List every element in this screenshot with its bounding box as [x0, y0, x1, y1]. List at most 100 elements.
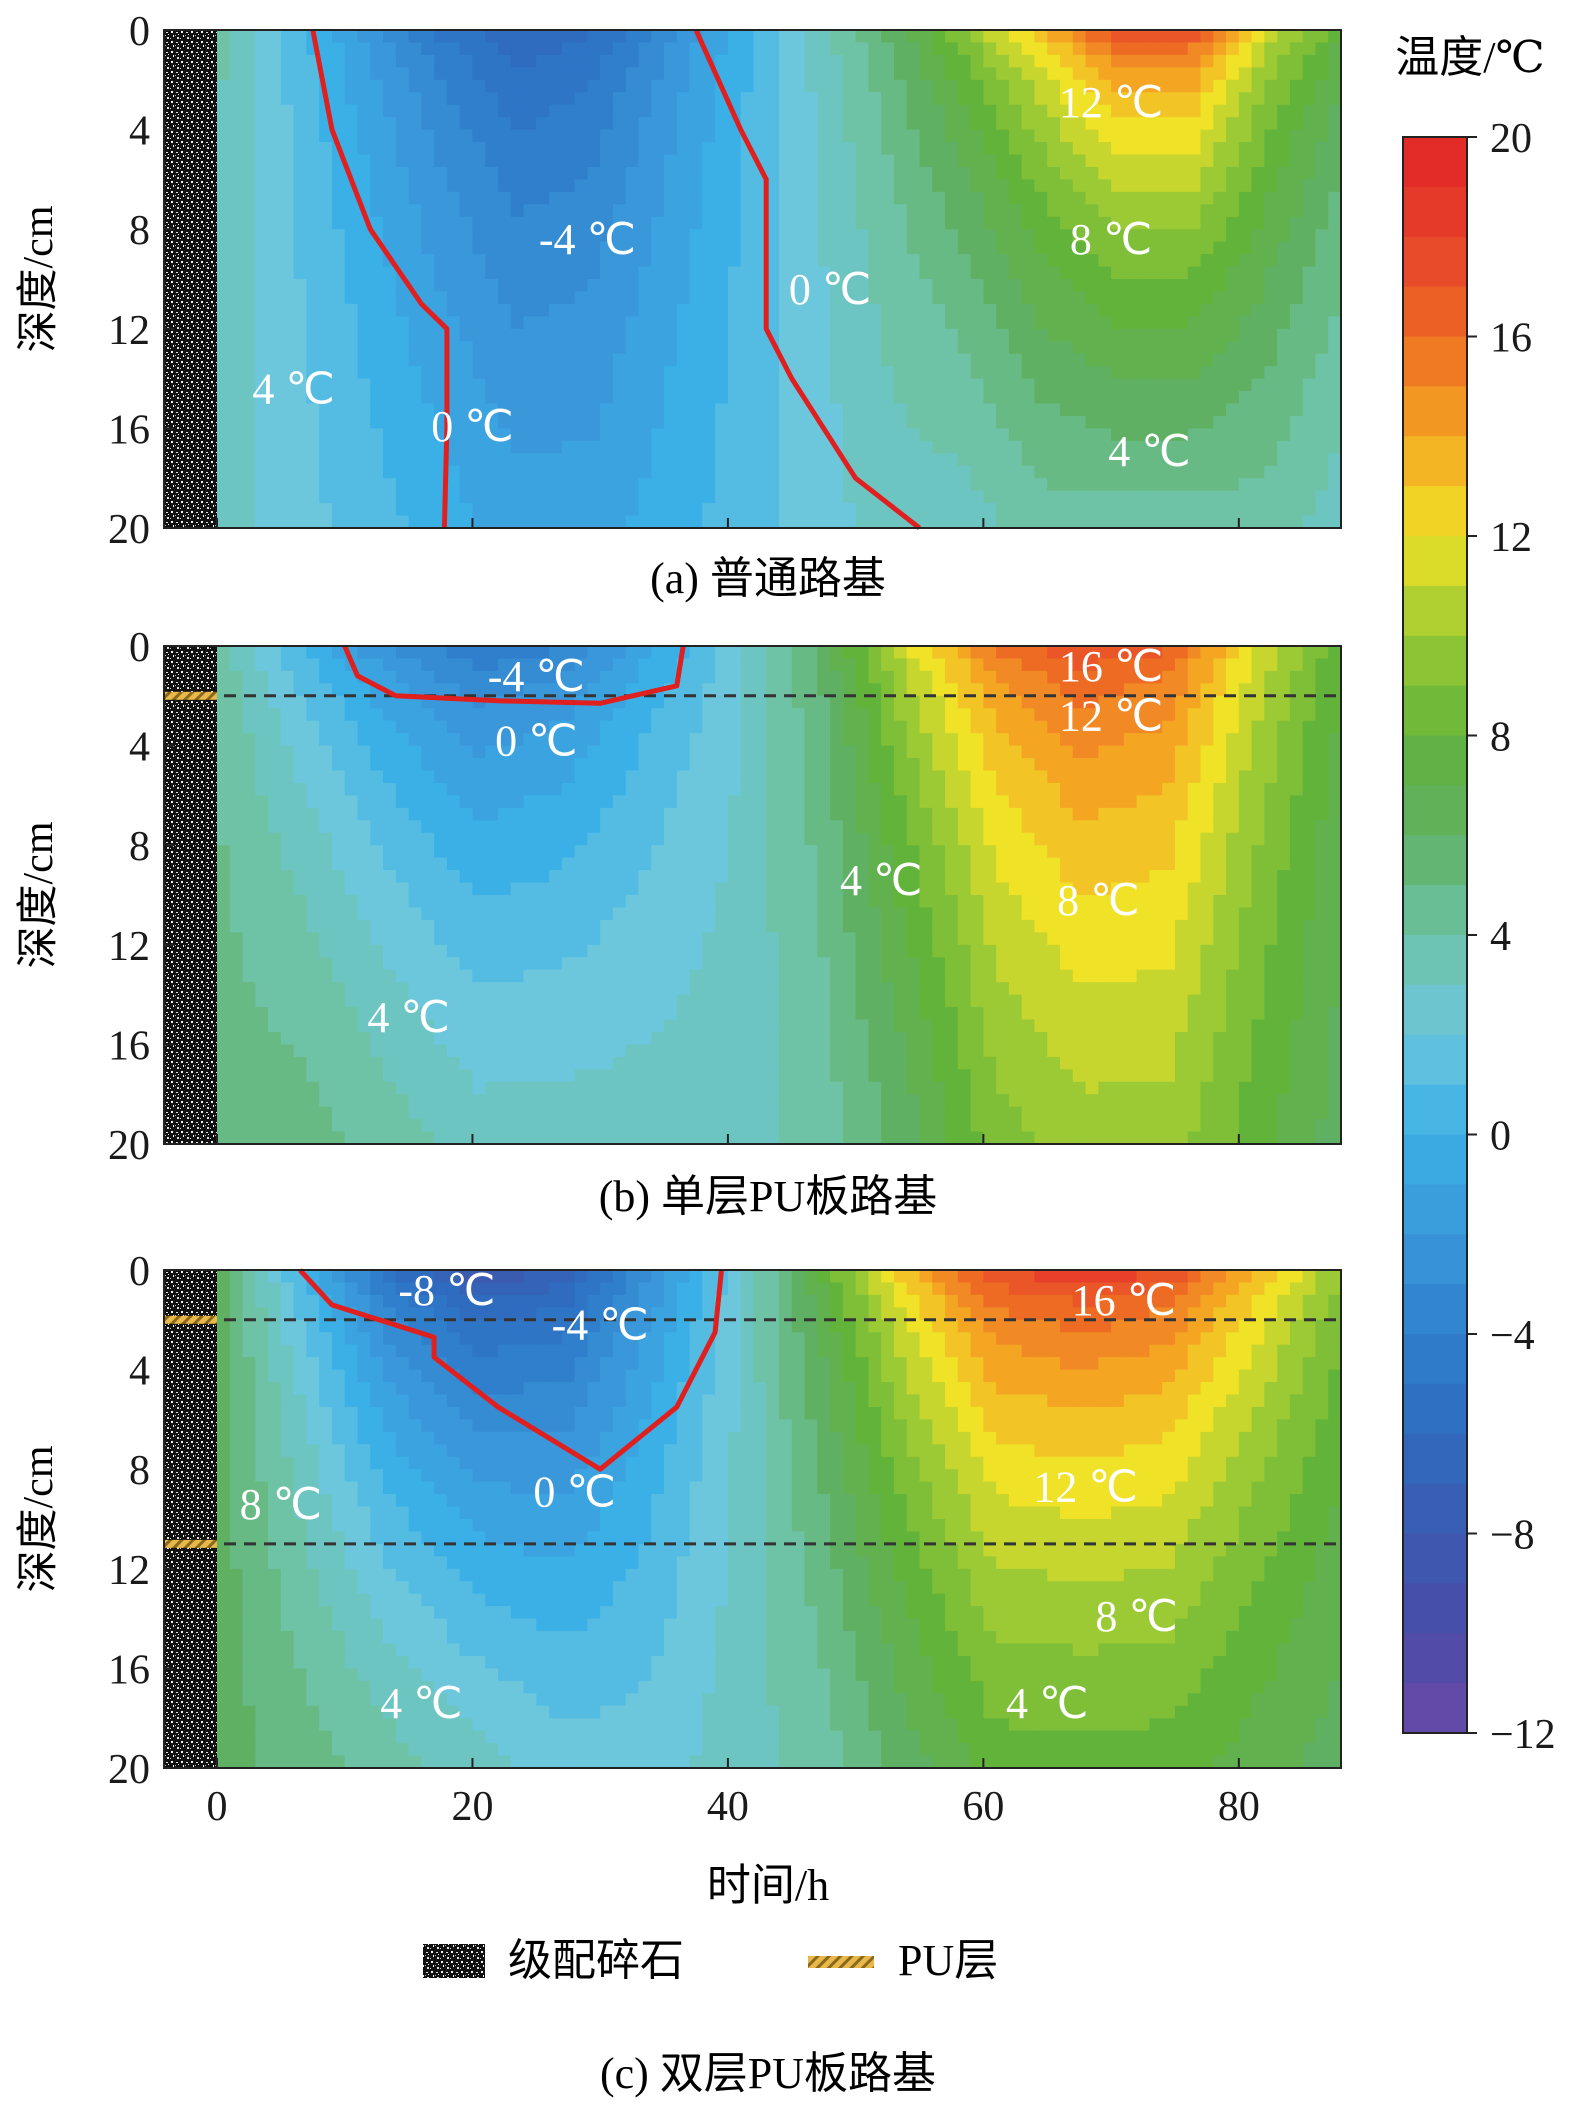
heat-cell	[996, 453, 1010, 467]
heat-cell	[919, 241, 933, 255]
heat-cell	[881, 154, 895, 168]
heat-cell	[293, 179, 308, 193]
heat-cell	[587, 758, 601, 772]
heat-cell	[255, 720, 269, 734]
heat-cell	[319, 453, 333, 467]
heat-cell	[906, 154, 921, 168]
heat-cell	[523, 1007, 537, 1021]
heat-cell	[1226, 291, 1240, 305]
heat-cell	[408, 1119, 422, 1133]
heat-cell	[319, 982, 333, 996]
heat-cell	[255, 1019, 269, 1033]
heat-cell	[536, 391, 550, 405]
heat-cell	[242, 1081, 256, 1095]
heat-cell	[306, 316, 320, 330]
heat-cell	[919, 117, 933, 131]
heat-cell	[331, 1081, 346, 1095]
heat-cell	[1008, 229, 1023, 243]
heat-cell	[485, 646, 499, 660]
heat-cell	[549, 708, 563, 722]
heat-cell	[779, 341, 793, 355]
heat-cell	[612, 845, 627, 859]
heat-cell	[881, 92, 895, 106]
heat-cell	[957, 279, 972, 293]
heat-cell	[280, 67, 295, 81]
heat-cell	[306, 129, 320, 143]
heat-cell	[561, 478, 576, 492]
contour-labels-a: -4 ℃0 ℃12 ℃8 ℃4 ℃0 ℃4 ℃	[252, 78, 1190, 476]
heat-cell	[957, 67, 972, 81]
heat-cell	[766, 241, 780, 255]
heat-cell	[1072, 54, 1087, 68]
heat-cell	[331, 770, 346, 784]
heat-cell	[319, 54, 333, 68]
heat-cell	[638, 440, 652, 454]
heat-cell	[625, 42, 640, 56]
heat-cell	[268, 216, 282, 230]
heat-cell	[983, 428, 997, 442]
heat-cell	[1302, 403, 1317, 417]
heat-cell	[587, 328, 601, 342]
heat-cell	[459, 328, 474, 342]
heat-cell	[1302, 67, 1317, 81]
heat-cell	[1136, 204, 1151, 218]
heat-cell	[855, 166, 870, 180]
heat-cell	[676, 440, 691, 454]
heat-cell	[804, 465, 818, 479]
heat-cell	[280, 79, 295, 93]
heat-cell	[1149, 154, 1163, 168]
heat-cell	[906, 129, 921, 143]
heat-cell	[1021, 366, 1036, 380]
heat-cell	[1302, 266, 1317, 280]
heat-cell	[293, 440, 308, 454]
heat-cell	[498, 515, 512, 529]
heat-cell	[612, 882, 627, 896]
heat-cell	[600, 944, 614, 958]
heat-cell	[625, 820, 640, 834]
heat-cell	[689, 353, 703, 367]
heat-cell	[842, 216, 857, 230]
heat-cell	[791, 129, 806, 143]
heat-cell	[893, 403, 908, 417]
heat-cell	[523, 179, 537, 193]
heat-cell	[434, 907, 448, 921]
heat-cell	[319, 1056, 333, 1070]
heat-cell	[1251, 503, 1265, 517]
heat-cell	[268, 1131, 282, 1145]
heat-cell	[319, 328, 333, 342]
heat-cell	[280, 795, 295, 809]
heat-cell	[868, 67, 882, 81]
heat-cell	[1072, 79, 1087, 93]
heat-cell	[830, 490, 844, 504]
heat-cell	[1238, 428, 1253, 442]
heat-cell	[217, 1031, 231, 1045]
heat-cell	[523, 994, 537, 1008]
heat-cell	[561, 216, 576, 230]
heat-cell	[574, 845, 589, 859]
heat-cell	[753, 428, 767, 442]
heat-cell	[1315, 266, 1329, 280]
heat-cell	[472, 204, 486, 218]
heat-cell	[331, 303, 346, 317]
heat-cell	[268, 857, 282, 871]
heat-cell	[651, 932, 665, 946]
heat-cell	[868, 403, 882, 417]
heat-cell	[715, 204, 729, 218]
heat-cell	[306, 229, 320, 243]
heat-cell	[434, 845, 448, 859]
heat-cell	[612, 353, 627, 367]
heat-cell	[549, 129, 563, 143]
heat-cell	[1098, 428, 1112, 442]
heat-cell	[319, 1081, 333, 1095]
heat-cell	[970, 166, 984, 180]
heat-cell	[1111, 303, 1125, 317]
heat-cell	[1098, 353, 1112, 367]
heat-cell	[574, 117, 589, 131]
heat-cell	[1008, 129, 1023, 143]
heat-cell	[638, 204, 652, 218]
heat-cell	[1047, 42, 1061, 56]
heat-cell	[906, 465, 921, 479]
heat-cell	[779, 42, 793, 56]
heat-cell	[919, 216, 933, 230]
